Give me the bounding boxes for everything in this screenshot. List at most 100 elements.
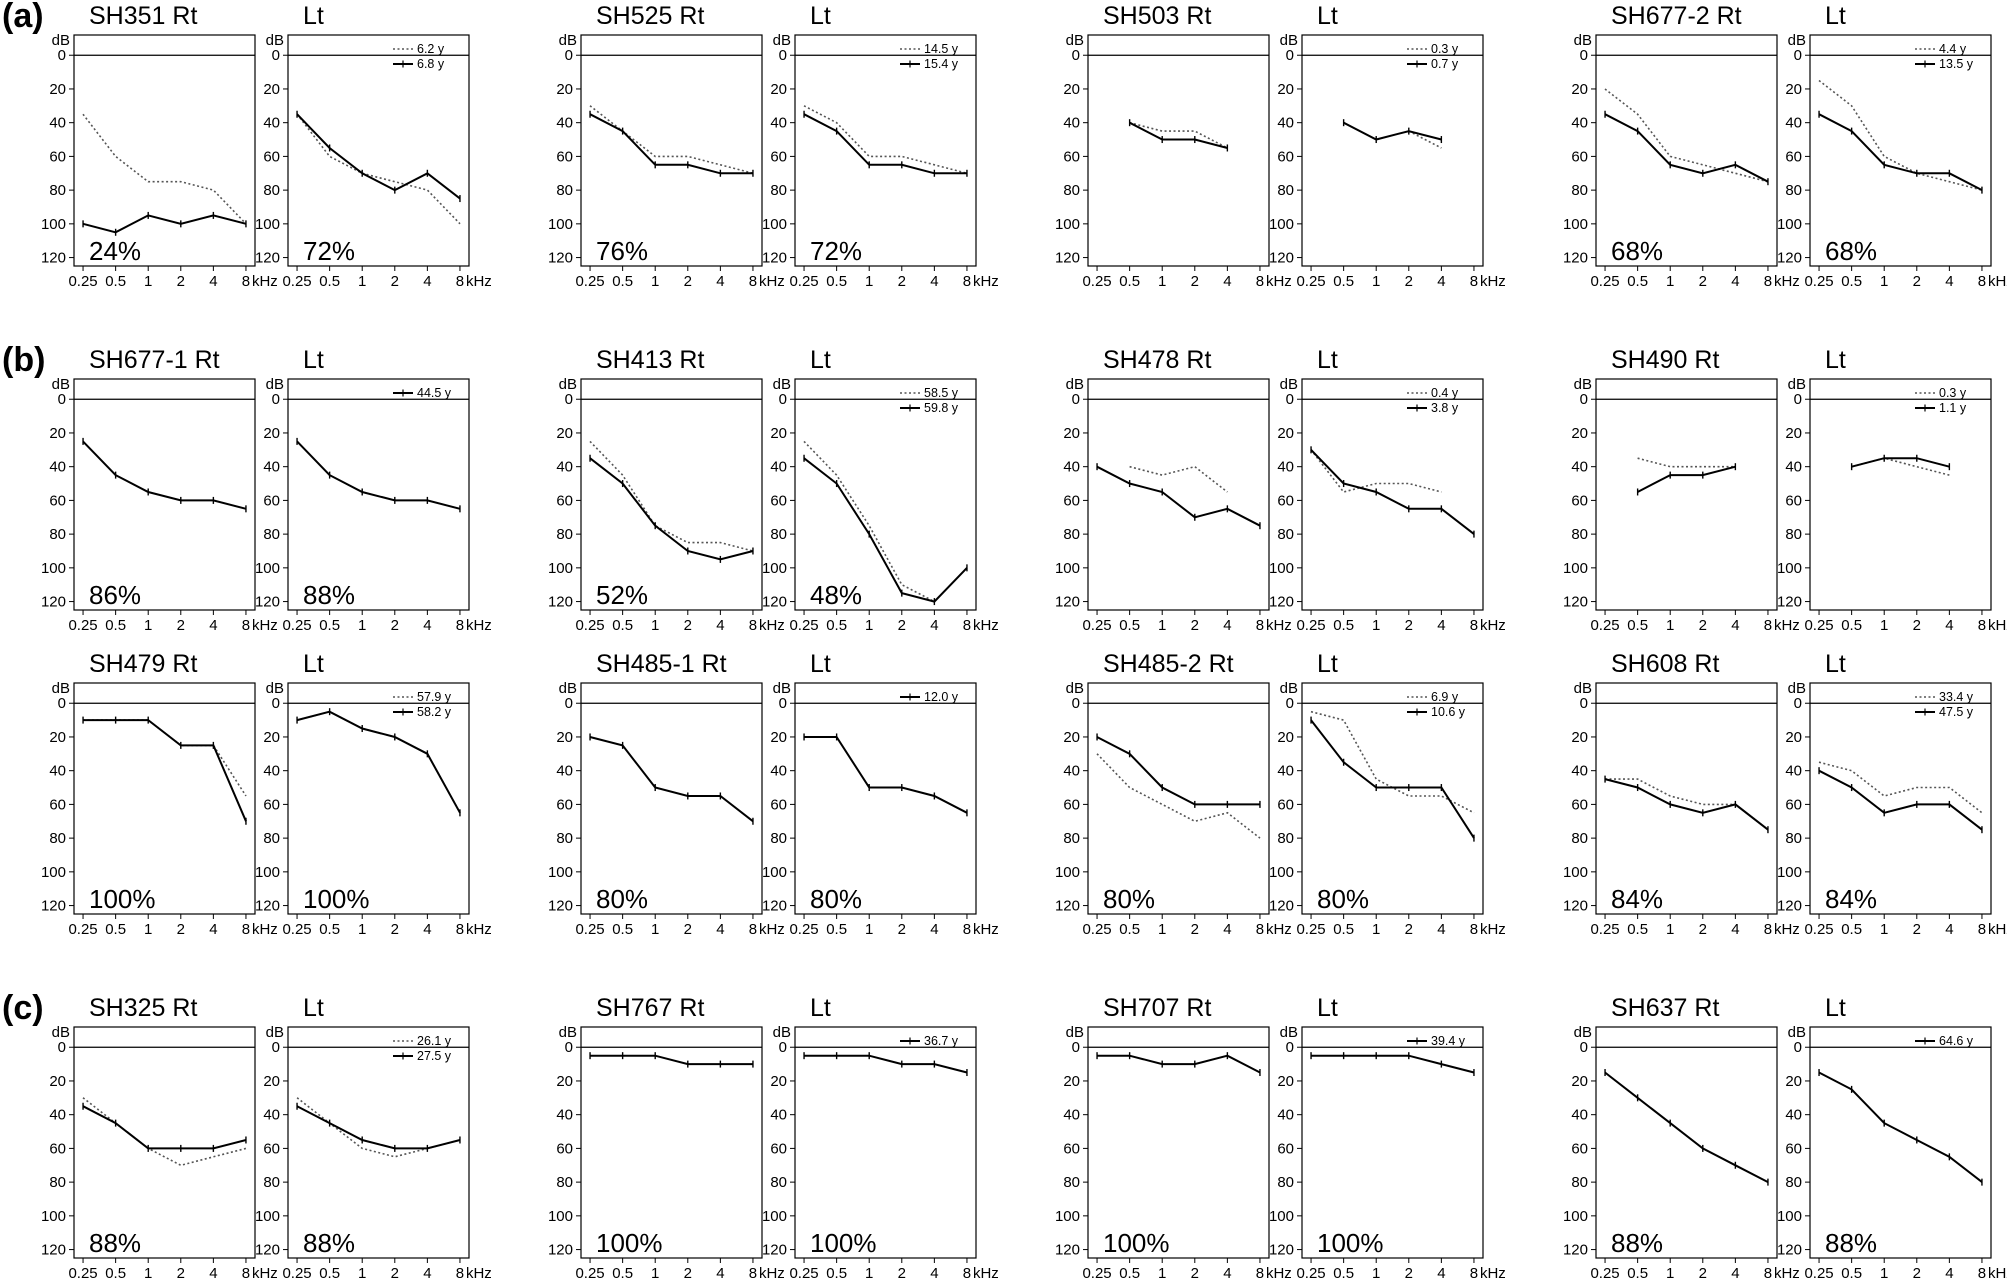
- series-line-solid: [1343, 121, 1442, 141]
- y-tick-label: 60: [770, 148, 787, 165]
- legend-entry: 1.1 y: [1939, 401, 1967, 415]
- x-tick-label: 8: [456, 617, 464, 634]
- x-tick-label: 4: [1731, 617, 1739, 634]
- x-tick-label: 0.5: [826, 1265, 847, 1280]
- legend-entry: 58.2 y: [417, 705, 452, 719]
- plot-frame: [1087, 682, 1270, 915]
- x-tick-label: 0.5: [105, 617, 126, 634]
- y-tick-label: 0: [1580, 47, 1588, 64]
- x-tick-label: 8: [749, 921, 757, 938]
- y-tick-label: 20: [1063, 425, 1080, 442]
- y-tick-label: 40: [1785, 1107, 1802, 1124]
- y-tick-label: 100: [762, 560, 787, 577]
- panel-title: Lt: [810, 994, 831, 1022]
- x-tick-label: 2: [177, 617, 185, 634]
- plot-frame: [1595, 682, 1778, 915]
- y-tick-label: 0: [779, 1039, 787, 1056]
- x-unit-label: kHz: [1480, 617, 1506, 634]
- y-tick-label: 0: [272, 391, 280, 408]
- legend-entry: 13.5 y: [1939, 57, 1974, 71]
- x-tick-label: 4: [209, 273, 217, 290]
- x-tick-label: 8: [1256, 273, 1264, 290]
- y-tick-label: 60: [263, 492, 280, 509]
- x-tick-label: 2: [1913, 617, 1921, 634]
- x-tick-label: 8: [242, 921, 250, 938]
- y-tick-label: 40: [1785, 763, 1802, 780]
- legend-entry: 58.5 y: [924, 386, 959, 400]
- x-tick-label: 0.5: [1333, 273, 1354, 290]
- x-tick-label: 8: [242, 1265, 250, 1280]
- x-tick-label: 0.5: [319, 921, 340, 938]
- y-tick-label: 20: [770, 425, 787, 442]
- x-tick-label: 4: [423, 273, 431, 290]
- x-tick-label: 4: [1945, 1265, 1953, 1280]
- x-tick-label: 4: [209, 921, 217, 938]
- series-line-dotted: [589, 440, 754, 552]
- x-tick-label: 1: [1666, 921, 1674, 938]
- x-tick-label: 4: [1437, 273, 1445, 290]
- plot-frame: [287, 378, 470, 611]
- x-tick-label: 8: [1256, 1265, 1264, 1280]
- series-line-dotted: [803, 105, 968, 175]
- y-tick-label: 80: [1785, 830, 1802, 847]
- y-tick-label: 60: [49, 148, 66, 165]
- x-unit-label: kHz: [973, 617, 999, 634]
- y-tick-label: 100: [1269, 216, 1294, 233]
- x-tick-label: 8: [1978, 921, 1986, 938]
- x-tick-label: 0.5: [1333, 1265, 1354, 1280]
- x-tick-label: 2: [1405, 617, 1413, 634]
- x-tick-label: 2: [1699, 617, 1707, 634]
- y-tick-label: 60: [1571, 148, 1588, 165]
- series-line-solid: [1851, 457, 1950, 468]
- y-tick-label: 120: [1055, 250, 1080, 267]
- x-tick-label: 0.5: [105, 273, 126, 290]
- x-tick-label: 2: [1191, 921, 1199, 938]
- x-tick-label: 4: [423, 1265, 431, 1280]
- speech-score-label: 100%: [89, 884, 156, 914]
- x-tick-label: 2: [684, 1265, 692, 1280]
- x-tick-label: 4: [1731, 273, 1739, 290]
- panel-title: SH325 Rt: [89, 994, 197, 1022]
- y-tick-label: 120: [548, 594, 573, 611]
- y-tick-label: 80: [49, 526, 66, 543]
- y-unit-label: dB: [1066, 1024, 1084, 1041]
- series-line-solid: [296, 440, 461, 510]
- y-tick-label: 0: [272, 695, 280, 712]
- y-tick-label: 80: [1277, 182, 1294, 199]
- y-tick-label: 20: [556, 729, 573, 746]
- y-tick-label: 0: [565, 391, 573, 408]
- x-tick-label: 0.5: [1841, 1265, 1862, 1280]
- plot-frame: [580, 34, 763, 267]
- y-tick-label: 80: [1785, 1174, 1802, 1191]
- series-line-dotted: [1310, 710, 1475, 814]
- series-line-dotted: [1605, 778, 1769, 831]
- y-tick-label: 20: [1571, 81, 1588, 98]
- panel-title: SH485-2 Rt: [1103, 650, 1234, 678]
- y-tick-label: 0: [1072, 695, 1080, 712]
- y-unit-label: dB: [52, 376, 70, 393]
- x-tick-label: 2: [684, 617, 692, 634]
- x-tick-label: 2: [684, 273, 692, 290]
- y-tick-label: 80: [556, 526, 573, 543]
- y-tick-label: 80: [770, 182, 787, 199]
- x-tick-label: 1: [144, 273, 152, 290]
- y-tick-label: 40: [49, 459, 66, 476]
- x-tick-label: 0.25: [789, 273, 818, 290]
- x-tick-label: 0.25: [1590, 921, 1619, 938]
- x-tick-label: 0.5: [612, 1265, 633, 1280]
- x-tick-label: 1: [651, 273, 659, 290]
- x-unit-label: kHz: [759, 617, 785, 634]
- speech-score-label: 100%: [1103, 1228, 1170, 1258]
- x-unit-label: kHz: [466, 1265, 492, 1280]
- series-line-dotted: [1818, 79, 1983, 191]
- x-tick-label: 0.5: [612, 921, 633, 938]
- series-line-dotted: [1129, 465, 1228, 493]
- y-tick-label: 100: [1563, 1208, 1588, 1225]
- y-tick-label: 80: [1571, 182, 1588, 199]
- panel-title: Lt: [303, 2, 324, 30]
